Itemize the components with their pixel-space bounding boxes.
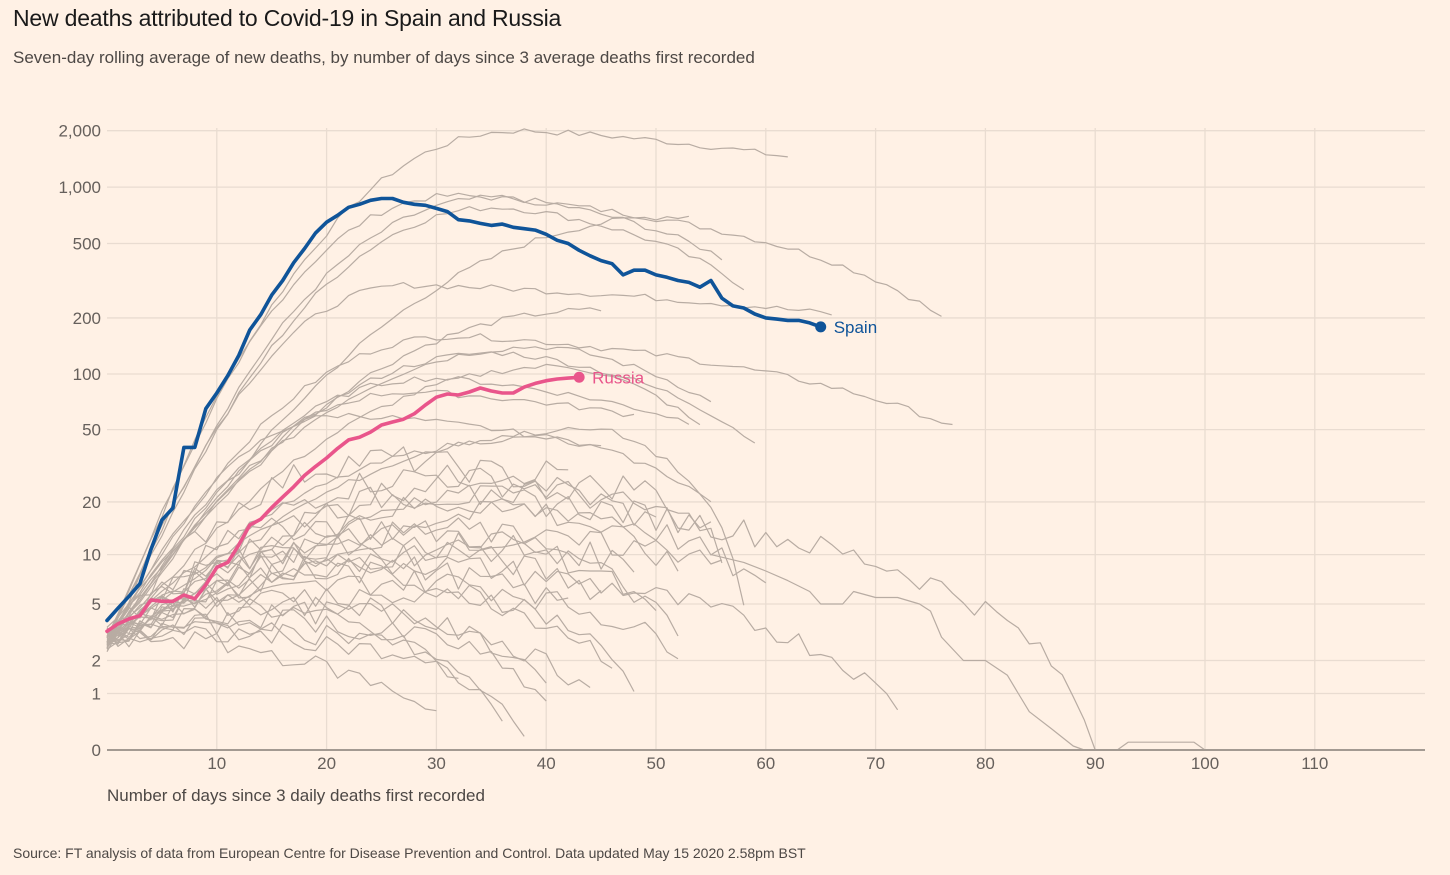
series-end-marker-spain — [815, 321, 827, 333]
x-tick-label: 10 — [207, 754, 226, 773]
background-series-line — [106, 333, 953, 639]
series-line-spain — [105, 196, 823, 623]
y-tick-label: 2 — [92, 651, 101, 670]
y-tick-label: 1 — [92, 685, 101, 704]
x-tick-label: 110 — [1301, 754, 1328, 773]
y-tick-label: 5 — [92, 595, 101, 614]
y-tick-label: 2,000 — [58, 122, 101, 141]
background-series-line — [106, 282, 832, 643]
axis-layer: 0 1 2 5 10 20 50 100 200 500 1,000 2,000 10 20 30 40 50 6… — [58, 122, 1425, 773]
background-series-line — [106, 529, 723, 633]
background-series-line — [106, 517, 635, 645]
x-tick-label: 30 — [427, 754, 446, 773]
y-tick-label: 10 — [82, 546, 101, 565]
chart-title: New deaths attributed to Covid-19 in Spa… — [13, 5, 562, 31]
series-label-russia: Russia — [592, 368, 645, 387]
highlight-series-layer: Spain Russia — [105, 196, 877, 633]
background-series-line — [106, 601, 591, 688]
background-series-line — [106, 363, 701, 649]
background-series-line — [106, 192, 942, 637]
y-tick-label: 0 — [92, 741, 101, 760]
background-series-line — [106, 628, 437, 712]
background-series-line — [710, 554, 1206, 751]
x-tick-label: 70 — [866, 754, 885, 773]
series-label-spain: Spain — [834, 318, 877, 337]
background-series-line — [106, 587, 635, 692]
background-series-line — [106, 545, 569, 635]
y-tick-label: 500 — [73, 235, 101, 254]
background-series-line — [106, 351, 756, 642]
y-tick-label: 50 — [82, 421, 101, 440]
background-series-line — [106, 215, 690, 644]
y-tick-label: 1,000 — [58, 178, 101, 197]
grid-layer — [107, 128, 1425, 750]
chart-subtitle: Seven-day rolling average of new deaths,… — [13, 48, 755, 67]
y-tick-label: 100 — [73, 365, 101, 384]
x-tick-label: 100 — [1191, 754, 1219, 773]
background-series-line — [106, 412, 602, 646]
x-tick-label: 50 — [647, 754, 666, 773]
x-axis-label: Number of days since 3 daily deaths firs… — [107, 786, 485, 805]
background-series-line — [106, 426, 745, 645]
background-series-line — [106, 128, 788, 638]
background-series-line — [106, 622, 547, 702]
y-tick-label: 20 — [82, 493, 101, 512]
series-line-russia — [105, 375, 581, 633]
background-series-line — [106, 596, 525, 737]
background-series-line — [106, 534, 602, 637]
background-series-line — [106, 346, 712, 628]
background-series-line — [106, 553, 899, 711]
x-tick-label: 40 — [537, 754, 556, 773]
x-tick-label: 90 — [1086, 754, 1105, 773]
background-series-line — [106, 389, 635, 648]
x-tick-label: 20 — [317, 754, 336, 773]
background-series-line — [106, 467, 712, 635]
background-series-line — [106, 485, 1096, 751]
background-series-line — [106, 496, 679, 650]
background-series-line — [106, 206, 745, 643]
background-series-line — [106, 621, 459, 679]
y-tick-label: 200 — [73, 309, 101, 328]
background-series-line — [106, 376, 690, 639]
background-series-line — [106, 436, 712, 637]
x-tick-label: 60 — [756, 754, 775, 773]
background-series-line — [106, 517, 679, 645]
series-end-marker-russia — [573, 371, 585, 383]
source-note: Source: FT analysis of data from Europea… — [13, 845, 806, 861]
background-series-line — [106, 561, 613, 669]
x-tick-label: 80 — [976, 754, 995, 773]
